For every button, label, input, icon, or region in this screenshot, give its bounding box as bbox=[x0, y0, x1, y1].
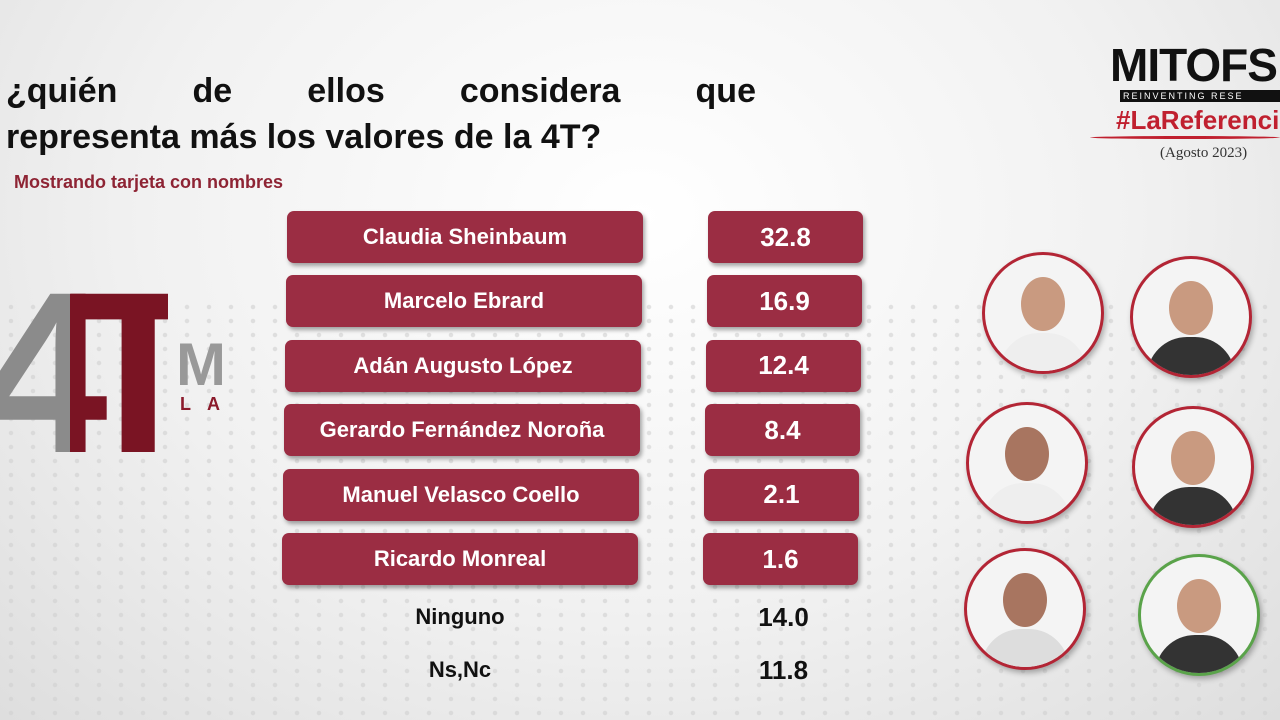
candidate-name: Manuel Velasco Coello bbox=[283, 468, 639, 521]
candidate-value: 2.1 bbox=[704, 468, 859, 521]
brand-name: MITOFS bbox=[1110, 39, 1278, 91]
photo bbox=[982, 252, 1104, 374]
candidate-value: 1.6 bbox=[703, 533, 858, 585]
brand-underline bbox=[1090, 136, 1280, 139]
candidate-name: Ricardo Monreal bbox=[282, 533, 638, 585]
other-label: Ns,Nc bbox=[428, 657, 492, 682]
logo-4t-side: M bbox=[176, 331, 226, 398]
logo-4t: 4T M L A bbox=[0, 244, 250, 501]
brand-hashtag: #LaReferenci bbox=[1116, 105, 1280, 135]
photo bbox=[1130, 256, 1252, 378]
candidate-value: 12.4 bbox=[706, 339, 861, 392]
candidate-name: Marcelo Ebrard bbox=[286, 275, 642, 328]
title: ¿quién de ellos considera que representa… bbox=[6, 68, 756, 160]
logo-4t-small: L A bbox=[180, 394, 227, 414]
candidate-name: Claudia Sheinbaum bbox=[287, 211, 643, 263]
candidate-value: 8.4 bbox=[705, 404, 860, 457]
photo bbox=[966, 402, 1088, 524]
candidate-name: Adán Augusto López bbox=[285, 339, 641, 392]
other-value: 14.0 bbox=[758, 602, 809, 632]
other-label: Ninguno bbox=[415, 604, 505, 629]
photo bbox=[1132, 406, 1254, 528]
title-line: ¿quién de ellos considera que bbox=[6, 72, 756, 110]
title-line: representa más los valores de la 4T? bbox=[6, 118, 602, 156]
candidate-value: 16.9 bbox=[707, 275, 862, 328]
photo bbox=[964, 548, 1086, 670]
brand-tagline: REINVENTING RESE bbox=[1120, 90, 1280, 102]
photo bbox=[1138, 554, 1260, 676]
other-value: 11.8 bbox=[758, 655, 809, 685]
candidate-name: Gerardo Fernández Noroña bbox=[284, 404, 640, 457]
subtitle: Mostrando tarjeta con nombres bbox=[14, 172, 284, 192]
logo-4t-main: 4T bbox=[0, 240, 209, 505]
brand-date: (Agosto 2023) bbox=[1160, 145, 1248, 161]
brand: MITOFS REINVENTING RESE #LaReferenci (Ag… bbox=[1090, 40, 1280, 162]
candidate-value: 32.8 bbox=[708, 211, 863, 263]
